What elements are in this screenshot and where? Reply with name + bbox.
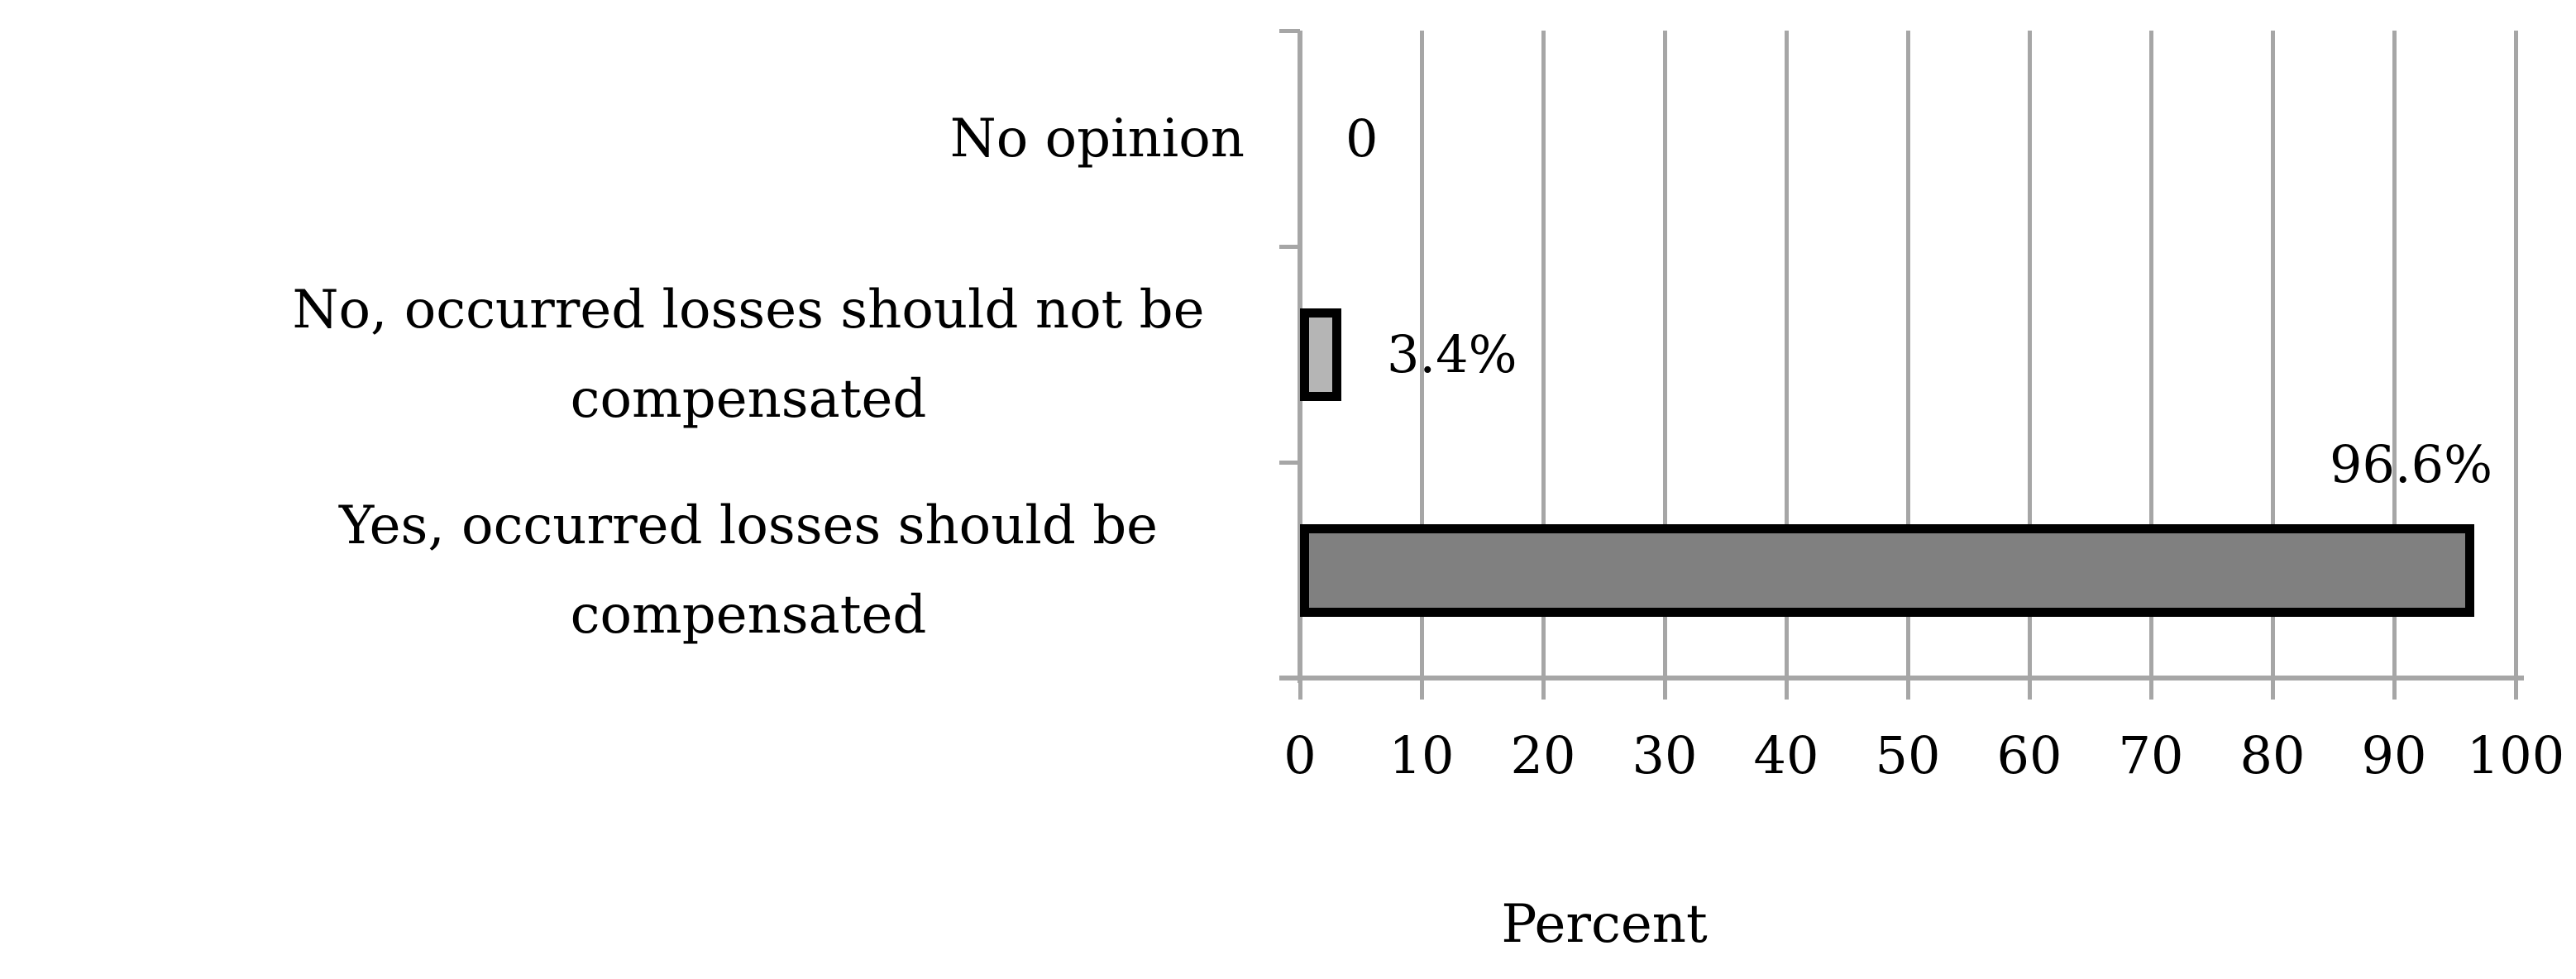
x-tick-label: 90 xyxy=(2361,725,2427,786)
category-label-text: No, occurred losses should not be compen… xyxy=(292,279,1205,430)
x-axis-tick xyxy=(1298,678,1302,700)
x-tick-label: 20 xyxy=(1510,725,1576,786)
category-label: No, occurred losses should not be compen… xyxy=(0,246,1245,462)
x-tick-label: 30 xyxy=(1632,725,1698,786)
x-tick-label: 50 xyxy=(1875,725,1941,786)
x-axis-tick xyxy=(2392,678,2397,700)
x-tick-label: 10 xyxy=(1388,725,1455,786)
gridline xyxy=(2514,31,2518,678)
gridline xyxy=(2149,31,2153,678)
x-axis-tick xyxy=(1420,678,1424,700)
category-label: No opinion xyxy=(0,31,1245,246)
bar xyxy=(1300,524,2474,617)
category-label: Yes, occurred losses should be compensat… xyxy=(0,462,1245,678)
y-axis-tick xyxy=(1279,676,1300,681)
x-tick-label: 0 xyxy=(1283,725,1317,786)
x-axis-title: Percent xyxy=(1501,894,1708,955)
data-label: 0 xyxy=(1345,108,1379,169)
category-label-text: No opinion xyxy=(949,107,1245,170)
gridline xyxy=(1663,31,1667,678)
x-axis-tick xyxy=(1906,678,1910,700)
y-axis-tick xyxy=(1279,461,1300,465)
gridline xyxy=(2271,31,2275,678)
gridline xyxy=(1785,31,1789,678)
x-axis-tick xyxy=(2149,678,2153,700)
bar xyxy=(1300,308,1341,401)
gridline xyxy=(1541,31,1546,678)
y-axis-tick xyxy=(1279,245,1300,249)
x-tick-label: 70 xyxy=(2118,725,2184,786)
x-axis-line xyxy=(1279,676,2524,681)
x-tick-label: 80 xyxy=(2239,725,2306,786)
gridline xyxy=(1420,31,1424,678)
data-label: 96.6% xyxy=(2330,434,2492,494)
x-axis-tick xyxy=(2271,678,2275,700)
data-label: 3.4% xyxy=(1386,324,1517,384)
x-tick-label: 100 xyxy=(2466,725,2565,786)
x-tick-label: 40 xyxy=(1753,725,1819,786)
x-axis-tick xyxy=(2028,678,2032,700)
x-axis-tick xyxy=(1785,678,1789,700)
gridline xyxy=(1906,31,1910,678)
gridline xyxy=(2392,31,2397,678)
y-axis-tick xyxy=(1279,29,1300,33)
category-label-text: Yes, occurred losses should be compensat… xyxy=(338,494,1159,646)
x-tick-label: 60 xyxy=(1996,725,2062,786)
x-axis-tick xyxy=(2514,678,2518,700)
gridline xyxy=(2028,31,2032,678)
x-axis-tick xyxy=(1663,678,1667,700)
x-axis-tick xyxy=(1541,678,1546,700)
